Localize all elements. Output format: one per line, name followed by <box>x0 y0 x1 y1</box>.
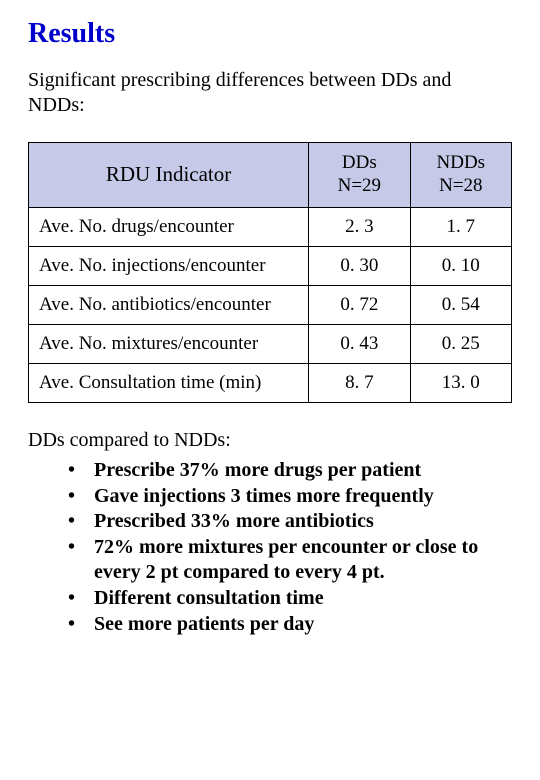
dds-cell: 0. 30 <box>309 247 410 286</box>
dds-cell: 0. 72 <box>309 286 410 325</box>
list-item: See more patients per day <box>68 612 512 638</box>
col-header-dds-line2: N=29 <box>338 175 381 196</box>
table-header-row: RDU Indicator DDs N=29 NDDs N=28 <box>29 143 512 208</box>
ndds-cell: 0. 10 <box>410 247 511 286</box>
ndds-cell: 0. 25 <box>410 325 511 364</box>
list-item: Prescribed 33% more antibiotics <box>68 509 512 535</box>
table-row: Ave. Consultation time (min) 8. 7 13. 0 <box>29 364 512 403</box>
indicator-cell: Ave. No. injections/encounter <box>29 247 309 286</box>
table-row: Ave. No. antibiotics/encounter 0. 72 0. … <box>29 286 512 325</box>
ndds-cell: 0. 54 <box>410 286 511 325</box>
dds-cell: 8. 7 <box>309 364 410 403</box>
table-row: Ave. No. drugs/encounter 2. 3 1. 7 <box>29 208 512 247</box>
list-item: 72% more mixtures per encounter or close… <box>68 535 512 586</box>
comparison-list: Prescribe 37% more drugs per patient Gav… <box>28 458 512 637</box>
indicator-cell: Ave. No. drugs/encounter <box>29 208 309 247</box>
ndds-cell: 13. 0 <box>410 364 511 403</box>
page-title: Results <box>28 18 512 50</box>
table-row: Ave. No. mixtures/encounter 0. 43 0. 25 <box>29 325 512 364</box>
indicator-cell: Ave. Consultation time (min) <box>29 364 309 403</box>
dds-cell: 2. 3 <box>309 208 410 247</box>
dds-cell: 0. 43 <box>309 325 410 364</box>
ndds-cell: 1. 7 <box>410 208 511 247</box>
list-item: Gave injections 3 times more frequently <box>68 484 512 510</box>
col-header-dds: DDs N=29 <box>309 143 410 208</box>
intro-text: Significant prescribing differences betw… <box>28 68 512 118</box>
col-header-dds-line1: DDs <box>342 152 377 173</box>
col-header-ndds: NDDs N=28 <box>410 143 511 208</box>
comparison-subhead: DDs compared to NDDs: <box>28 429 512 452</box>
list-item: Different consultation time <box>68 586 512 612</box>
col-header-ndds-line2: N=28 <box>439 175 482 196</box>
col-header-indicator: RDU Indicator <box>29 143 309 208</box>
results-table: RDU Indicator DDs N=29 NDDs N=28 Ave. No… <box>28 142 512 403</box>
col-header-ndds-line1: NDDs <box>437 152 486 173</box>
slide-content: Results Significant prescribing differen… <box>0 0 540 657</box>
indicator-cell: Ave. No. antibiotics/encounter <box>29 286 309 325</box>
table-row: Ave. No. injections/encounter 0. 30 0. 1… <box>29 247 512 286</box>
indicator-cell: Ave. No. mixtures/encounter <box>29 325 309 364</box>
table-body: Ave. No. drugs/encounter 2. 3 1. 7 Ave. … <box>29 208 512 403</box>
list-item: Prescribe 37% more drugs per patient <box>68 458 512 484</box>
